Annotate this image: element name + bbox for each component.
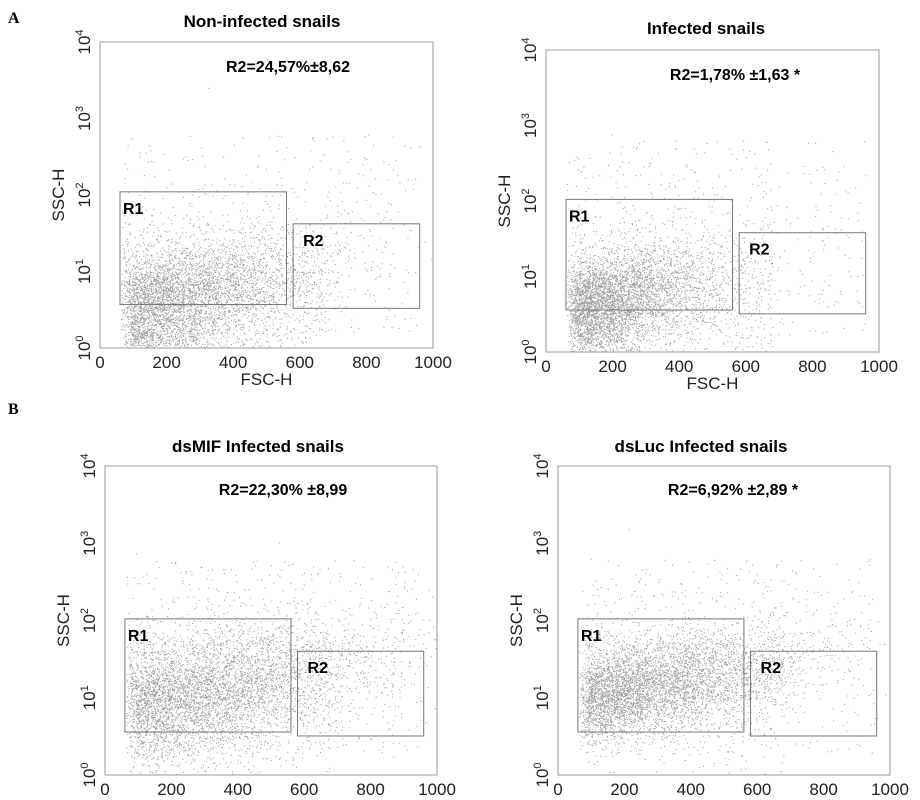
y-tick-label: 101 <box>532 685 552 710</box>
y-tick-label: 102 <box>74 182 94 207</box>
x-tick-label: 0 <box>553 780 562 799</box>
panel-title-dsmif: dsMIF Infected snails <box>172 437 344 456</box>
x-tick-label: 600 <box>286 353 314 372</box>
panel-title-infected: Infected snails <box>646 19 766 38</box>
x-tick-label: 600 <box>743 780 771 799</box>
gate-r1 <box>124 618 292 733</box>
x-tick-label: 200 <box>610 780 638 799</box>
y-tick-label: 104 <box>532 453 552 478</box>
y-tick-label: 104 <box>74 29 94 54</box>
event-cloud <box>566 134 867 353</box>
r2-statistic: R2=1,78% ±1,63 * <box>670 67 801 84</box>
gate-r2 <box>297 650 425 737</box>
x-tick-label: 0 <box>100 780 109 799</box>
y-tick-label: 103 <box>520 113 540 138</box>
y-axis-label: SSC-H <box>507 594 526 647</box>
panel-title-non-infected: Non-infected snails <box>183 12 341 31</box>
y-tick-label: 103 <box>532 531 552 556</box>
gate-label-r1: R1 <box>128 628 149 645</box>
event-points <box>566 134 867 353</box>
x-tick-label: 800 <box>798 357 826 376</box>
x-tick-label: 400 <box>219 353 247 372</box>
gate-label-r2: R2 <box>749 242 770 259</box>
r2-statistic: R2=24,57%±8,62 <box>226 59 350 76</box>
gate-r1 <box>565 198 733 311</box>
plot-frame <box>99 41 434 349</box>
x-tick-label: 400 <box>677 780 705 799</box>
y-tick-label: 103 <box>79 531 99 556</box>
x-tick-label: 1000 <box>871 780 909 799</box>
r2-statistic: R2=6,92% ±2,89 * <box>668 482 799 499</box>
x-axis-label: FSC-H <box>687 374 739 393</box>
event-cloud <box>121 87 433 349</box>
gate-label-r1: R1 <box>123 201 144 218</box>
x-tick-label: 600 <box>732 357 760 376</box>
x-axis-label: FSC-H <box>245 797 297 800</box>
y-tick-label: 102 <box>532 608 552 633</box>
x-tick-label: 0 <box>95 353 104 372</box>
x-tick-label: 800 <box>809 780 837 799</box>
gate-label-r2: R2 <box>761 660 782 677</box>
plot-frame <box>557 465 891 776</box>
x-tick-label: 400 <box>665 357 693 376</box>
y-tick-label: 102 <box>79 608 99 633</box>
gate-r2 <box>292 223 421 309</box>
y-tick-label: 103 <box>74 106 94 131</box>
x-tick-label: 400 <box>224 780 252 799</box>
y-tick-label: 101 <box>79 685 99 710</box>
x-tick-label: 600 <box>290 780 318 799</box>
x-axis-label: FSC-H <box>698 797 750 800</box>
event-points <box>126 542 437 776</box>
plot-frame <box>545 49 880 353</box>
gate-r1 <box>577 618 745 733</box>
event-cloud <box>578 529 887 775</box>
gate-r2 <box>738 232 867 315</box>
event-points <box>121 87 433 349</box>
gate-label-r2: R2 <box>303 233 324 250</box>
y-tick-label: 100 <box>74 335 94 360</box>
y-axis-label: SSC-H <box>495 175 514 228</box>
plot-frame <box>104 465 438 776</box>
x-tick-label: 1000 <box>418 780 456 799</box>
event-points <box>578 529 887 775</box>
y-tick-label: 104 <box>520 37 540 62</box>
gate-label-r2: R2 <box>308 660 329 677</box>
x-tick-label: 200 <box>157 780 185 799</box>
gate-label-r1: R1 <box>569 208 590 225</box>
y-tick-label: 101 <box>74 259 94 284</box>
x-tick-label: 800 <box>352 353 380 372</box>
gate-r1 <box>119 191 287 306</box>
event-cloud <box>126 542 437 776</box>
x-tick-label: 800 <box>356 780 384 799</box>
x-axis-label: FSC-H <box>241 370 293 389</box>
y-axis-label: SSC-H <box>49 169 68 222</box>
y-tick-label: 104 <box>79 453 99 478</box>
x-tick-label: 200 <box>598 357 626 376</box>
y-tick-label: 101 <box>520 264 540 289</box>
x-tick-label: 200 <box>152 353 180 372</box>
y-axis-label: SSC-H <box>54 594 73 647</box>
gate-label-r1: R1 <box>581 628 602 645</box>
section-label-b: B <box>8 401 19 418</box>
x-tick-label: 0 <box>541 357 550 376</box>
section-label-a: A <box>8 10 20 27</box>
r2-statistic: R2=22,30% ±8,99 <box>219 482 348 499</box>
y-tick-label: 102 <box>520 188 540 213</box>
gate-r2 <box>750 650 878 737</box>
y-tick-label: 100 <box>520 339 540 364</box>
x-tick-label: 1000 <box>414 353 452 372</box>
y-tick-label: 100 <box>532 762 552 787</box>
y-tick-label: 100 <box>79 762 99 787</box>
panel-title-dsluc: dsLuc Infected snails <box>614 437 788 456</box>
x-tick-label: 1000 <box>860 357 898 376</box>
